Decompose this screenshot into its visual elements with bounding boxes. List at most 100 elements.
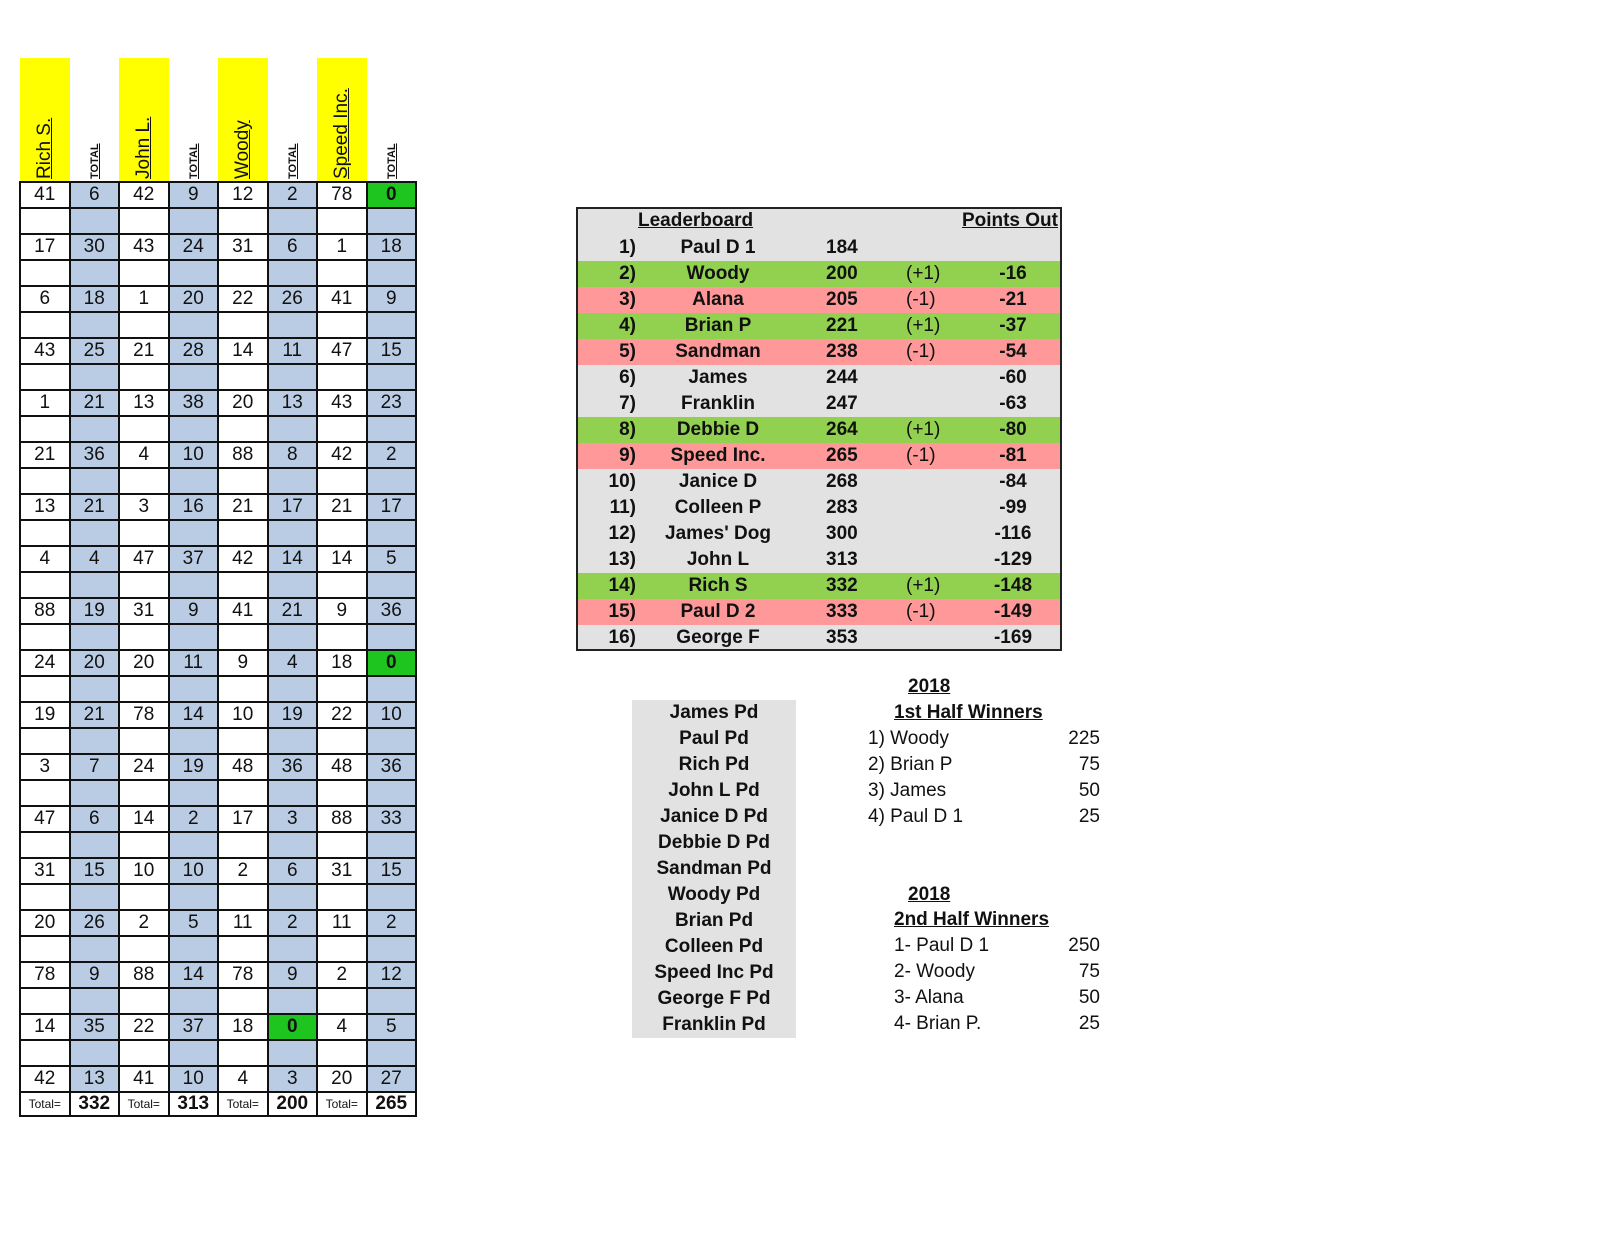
total-label: TOTAL (286, 143, 299, 179)
leaderboard-panel: Leaderboard Points Out 1) Paul D 1 184 2) Wo… (576, 207, 1062, 651)
score-cell: 4 (19, 545, 71, 573)
total-cell (167, 519, 219, 547)
total-cell: 6 (68, 805, 120, 833)
winner-amount: 75 (1078, 754, 1100, 775)
total-cell (167, 623, 219, 651)
paid-item: Franklin Pd (662, 1014, 766, 1035)
score-cell (217, 311, 269, 339)
total-cell: 5 (365, 545, 417, 573)
total-cell: 37 (167, 1013, 219, 1041)
grid-row: 42 13 41 10 4 3 20 27 (19, 1065, 417, 1093)
score-cell: 22 (118, 1013, 170, 1041)
score-cell (217, 935, 269, 963)
player-name: Debbie D (676, 419, 760, 440)
total-cell (68, 467, 120, 495)
total-cell: 14 (167, 701, 219, 729)
total-cell: 37 (167, 545, 219, 573)
paid-item: Paul Pd (679, 728, 749, 749)
leaderboard-row: 16) George F 353 -169 (578, 625, 1060, 651)
total-cell: 21 (266, 597, 318, 625)
score-cell: 18 (316, 649, 368, 677)
score-value: 221 (826, 315, 858, 336)
total-cell (167, 363, 219, 391)
total-cell: 21 (68, 701, 120, 729)
total-cell (266, 467, 318, 495)
score-cell: 10 (217, 701, 269, 729)
grid-row: 78 9 88 14 78 9 2 12 (19, 961, 417, 989)
grid-row (19, 467, 417, 495)
total-cell (167, 259, 219, 287)
score-cell: 42 (118, 181, 170, 209)
total-cell: 4 (266, 649, 318, 677)
player-name: Janice D (678, 471, 758, 492)
totals-row: Total= 332 Total= 313 Total= 200 Total= 265 (19, 1091, 417, 1117)
score-cell: 14 (19, 1013, 71, 1041)
grid-row (19, 623, 417, 651)
score-cell (316, 259, 368, 287)
grid-row: 20 26 2 5 11 2 11 2 (19, 909, 417, 937)
total-cell (68, 519, 120, 547)
total-cell (266, 259, 318, 287)
total-cell (167, 727, 219, 755)
score-cell: 9 (316, 597, 368, 625)
score-value: 353 (826, 627, 858, 648)
score-cell (19, 779, 71, 807)
score-cell (217, 571, 269, 599)
winner-amount: 225 (1068, 728, 1100, 749)
rank-label: 3) (619, 289, 636, 310)
score-cell (217, 883, 269, 911)
score-cell: 11 (217, 909, 269, 937)
points-out-value: -169 (993, 627, 1033, 648)
total-cell: 5 (167, 909, 219, 937)
score-cell (118, 467, 170, 495)
total-cell: 3 (266, 805, 318, 833)
total-cell: 12 (365, 961, 417, 989)
total-sum-cell: 332 (68, 1091, 120, 1117)
score-cell: 48 (316, 753, 368, 781)
score-value: 313 (826, 549, 858, 570)
score-cell (316, 779, 368, 807)
total-cell: 0 (365, 649, 417, 677)
leaderboard-row: 4) Brian P 221 (+1) -37 (578, 313, 1060, 339)
score-cell: 41 (118, 1065, 170, 1093)
total-cell: 16 (167, 493, 219, 521)
grid-row: 43 25 21 28 14 11 47 15 (19, 337, 417, 365)
total-cell: 18 (365, 233, 417, 261)
rank-label: 4) (619, 315, 636, 336)
total-cell (365, 831, 417, 859)
total-label: TOTAL (88, 143, 101, 179)
total-label-cell: Total= (19, 1091, 71, 1117)
leaderboard-row: 6) James 244 -60 (578, 365, 1060, 391)
score-cell: 4 (217, 1065, 269, 1093)
total-cell: 3 (266, 1065, 318, 1093)
score-cell: 19 (19, 701, 71, 729)
total-cell: 13 (266, 389, 318, 417)
leaderboard-row: 15) Paul D 2 333 (-1) -149 (578, 599, 1060, 625)
paid-item: Colleen Pd (664, 936, 764, 957)
grid-row (19, 207, 417, 235)
winner-label: 2) Brian P (868, 754, 953, 775)
total-cell: 17 (365, 493, 417, 521)
score-cell: 78 (316, 181, 368, 209)
leaderboard-row: 8) Debbie D 264 (+1) -80 (578, 417, 1060, 443)
score-value: 205 (826, 289, 858, 310)
score-cell (19, 675, 71, 703)
total-header: TOTAL (70, 58, 120, 181)
total-cell (167, 779, 219, 807)
total-cell (365, 467, 417, 495)
player-name: Brian P (684, 315, 752, 336)
score-cell: 2 (217, 857, 269, 885)
leaderboard-row: 2) Woody 200 (+1) -16 (578, 261, 1060, 287)
player-header: Speed Inc. (317, 58, 367, 181)
total-cell: 23 (365, 389, 417, 417)
grid-row (19, 415, 417, 443)
score-cell: 88 (217, 441, 269, 469)
score-cell (316, 363, 368, 391)
total-cell (68, 779, 120, 807)
total-cell (266, 311, 318, 339)
score-cell: 21 (19, 441, 71, 469)
leaderboard-row: 12) James' Dog 300 -116 (578, 521, 1060, 547)
score-cell: 1 (19, 389, 71, 417)
rank-label: 1) (619, 237, 636, 258)
score-value: 244 (826, 367, 858, 388)
